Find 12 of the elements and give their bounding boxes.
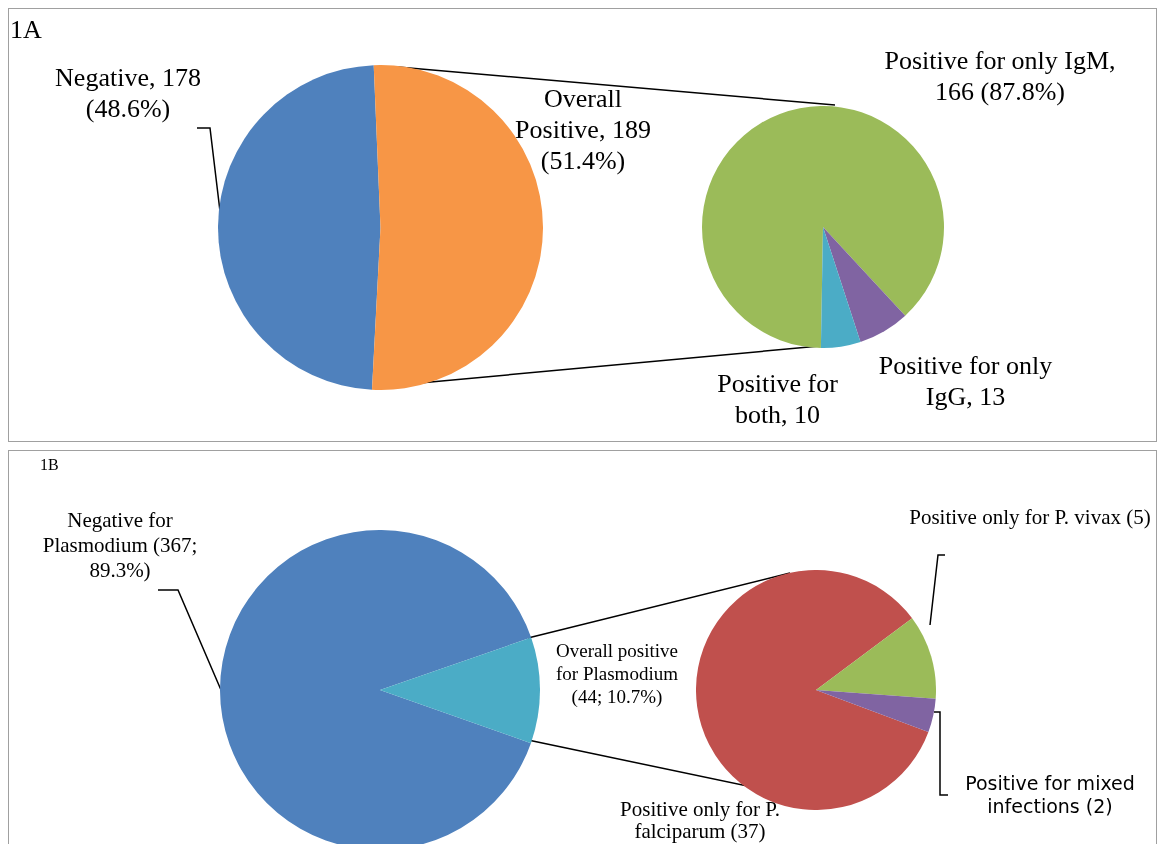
chart-title: 1B: [40, 455, 59, 475]
slice-label: Positive for both, 10: [716, 368, 839, 431]
slice-label: Positive only for P. vivax (5): [908, 505, 1152, 531]
slice-label: Negative, 178 (48.6%): [54, 62, 202, 125]
slice-label: Positive for only IgG, 13: [878, 350, 1053, 413]
chart-title: 1A: [10, 14, 42, 46]
slice-label: Positive for only IgM, 166 (87.8%): [883, 45, 1117, 108]
slice-label: Positive for mixed infections (2): [964, 772, 1136, 818]
slice-label: Negative for Plasmodium (367; 89.3%): [41, 508, 199, 584]
slice-label: Positive only for P. falciparum (37): [619, 797, 781, 844]
slice-label: Overall Positive, 189 (51.4%): [514, 83, 652, 177]
slice-label: Overall positive for Plasmodium (44; 10.7%): [555, 640, 679, 709]
